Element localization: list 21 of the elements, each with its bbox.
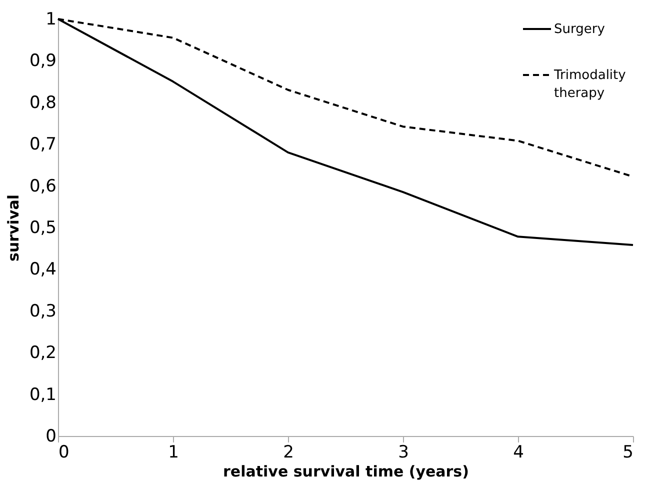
x-tick-label: 5 [622,442,634,462]
y-axis-title: survival [4,194,22,262]
x-axis-title: relative survival time (years) [223,462,469,480]
y-tick-label: 1 [46,10,56,30]
y-tick-label: 0,3 [29,301,56,322]
y-tick-label: 0,8 [29,92,56,113]
y-tick-label: 0,2 [29,343,56,364]
y-tick-label: 0,4 [29,260,56,280]
legend-label: Surgery [554,22,606,37]
x-tick-label: 0 [58,442,70,462]
x-tick-label: 3 [398,442,409,462]
y-tick-label: 0 [46,426,56,446]
y-tick-label: 0,6 [29,176,56,196]
y-tick-label: 0,7 [29,134,56,155]
y-tick-label: 0,5 [29,218,56,238]
x-tick-label: 4 [513,442,524,462]
y-tick-label: 0,1 [29,384,56,405]
x-tick-label: 1 [168,442,179,462]
legend-label: Trimodality therapy [553,68,626,101]
x-tick-label: 2 [283,442,294,462]
y-tick-label: 0,9 [29,51,56,72]
